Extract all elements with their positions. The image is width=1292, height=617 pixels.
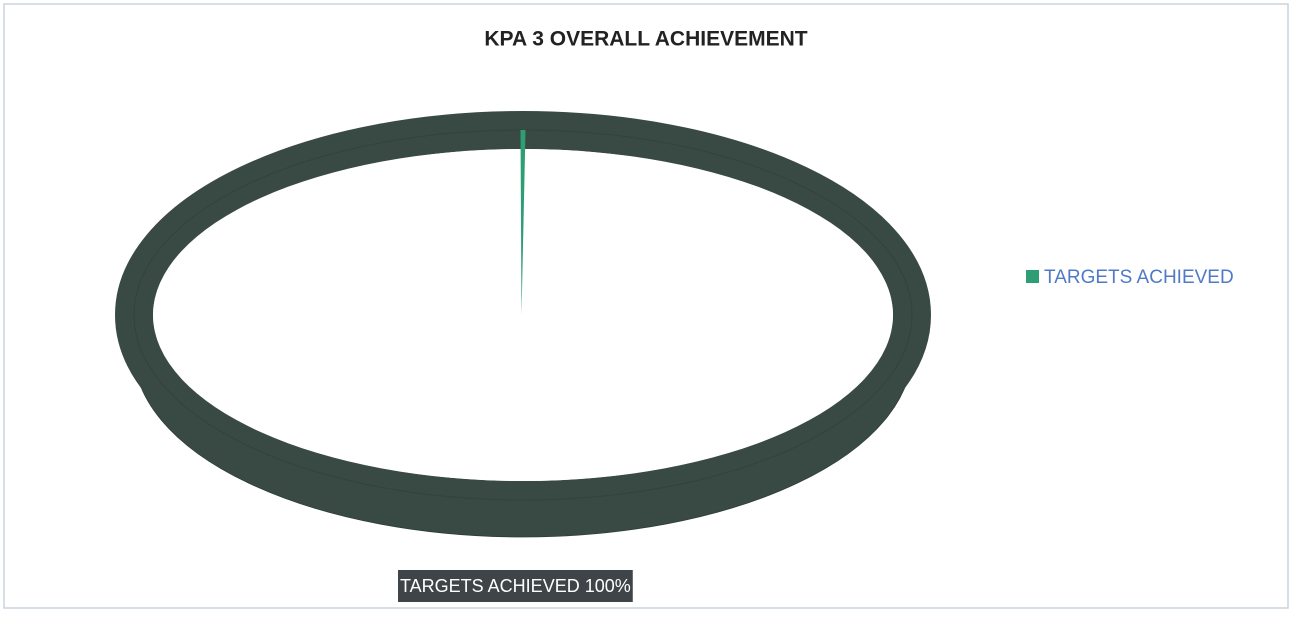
legend-label: TARGETS ACHIEVED: [1044, 267, 1234, 288]
legend: TARGETS ACHIEVED: [1026, 267, 1234, 288]
slice-top: [153, 149, 893, 481]
data-label-value: 100%: [585, 576, 631, 596]
legend-swatch: [1026, 270, 1039, 283]
slice-edge: [520, 130, 526, 315]
chart-title: KPA 3 OVERALL ACHIEVEMENT: [484, 28, 807, 51]
pie: [115, 111, 931, 538]
data-label-bg: [398, 570, 633, 602]
data-label-category: TARGETS ACHIEVED: [400, 576, 580, 596]
data-labels: TARGETS ACHIEVED 100%: [398, 570, 633, 602]
data-label: TARGETS ACHIEVED 100%: [400, 576, 631, 596]
